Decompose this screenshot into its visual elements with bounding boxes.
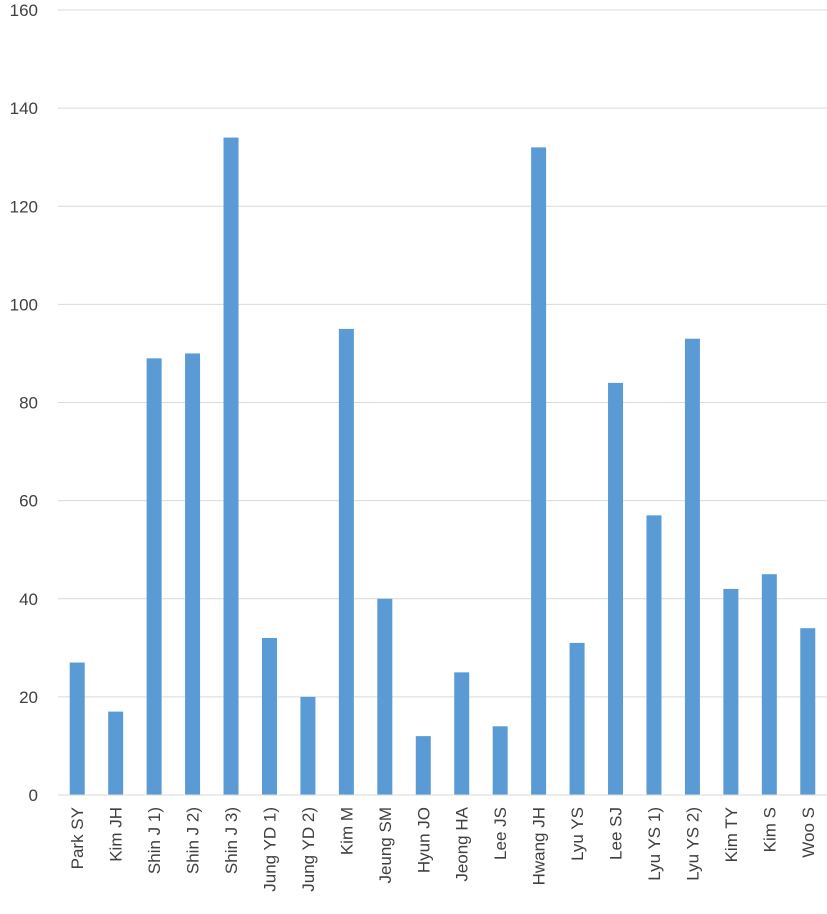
bar xyxy=(531,147,547,795)
y-tick-label: 100 xyxy=(10,295,38,314)
y-tick-label: 60 xyxy=(19,492,38,511)
bar xyxy=(261,638,277,795)
x-category-label: Lee SJ xyxy=(607,807,626,860)
y-tick-label: 40 xyxy=(19,590,38,609)
x-category-label: Shin J 3) xyxy=(222,807,241,874)
bar xyxy=(684,338,700,795)
x-category-label: Kim M xyxy=(337,807,356,855)
x-axis-labels: Park SY Kim JH Shin J 1) Shin J 2) Shin J 3)… xyxy=(68,806,818,891)
x-category-label: Kim S xyxy=(760,807,779,852)
x-category-label: Lyu YS 2) xyxy=(683,807,702,881)
bar xyxy=(338,328,354,795)
bar xyxy=(108,711,124,795)
bar xyxy=(608,382,624,795)
bar xyxy=(454,672,470,795)
bar xyxy=(723,588,739,795)
bars xyxy=(69,137,816,795)
x-category-label: Jung YD 2) xyxy=(299,807,318,892)
bar xyxy=(300,696,316,795)
y-tick-label: 20 xyxy=(19,688,38,707)
bar xyxy=(185,353,201,795)
y-tick-label: 120 xyxy=(10,197,38,216)
bar xyxy=(646,515,662,795)
x-category-label: Jeong HA xyxy=(453,806,472,881)
x-category-label: Lyu YS 1) xyxy=(645,807,664,881)
x-category-label: Lee JS xyxy=(491,807,510,860)
bar xyxy=(569,642,585,795)
bar xyxy=(761,574,777,795)
x-category-label: Park SY xyxy=(68,807,87,869)
bar xyxy=(69,662,85,795)
bar xyxy=(377,598,393,795)
x-category-label: Shin J 2) xyxy=(184,807,203,874)
x-category-label: Kim JH xyxy=(107,807,126,862)
y-tick-label: 80 xyxy=(19,394,38,413)
bar xyxy=(146,358,162,795)
x-category-label: Hwang JH xyxy=(530,807,549,885)
y-tick-label: 0 xyxy=(29,786,38,805)
y-tick-label: 160 xyxy=(10,1,38,20)
x-category-label: Lyu YS xyxy=(568,807,587,861)
x-category-label: Kim TY xyxy=(722,807,741,862)
gridlines xyxy=(58,9,827,698)
y-axis-ticks: 0 20 40 60 80 100 120 140 160 xyxy=(10,1,38,805)
x-category-label: Jung YD 1) xyxy=(260,807,279,892)
bar xyxy=(800,628,816,795)
x-category-label: Woo S xyxy=(799,807,818,858)
x-category-label: Shin J 1) xyxy=(145,807,164,874)
bar xyxy=(223,137,239,795)
x-category-label: Jeung SM xyxy=(376,807,395,884)
bar xyxy=(415,736,431,795)
bar xyxy=(492,726,508,795)
x-category-label: Hyun JO xyxy=(414,807,433,873)
y-tick-label: 140 xyxy=(10,99,38,118)
